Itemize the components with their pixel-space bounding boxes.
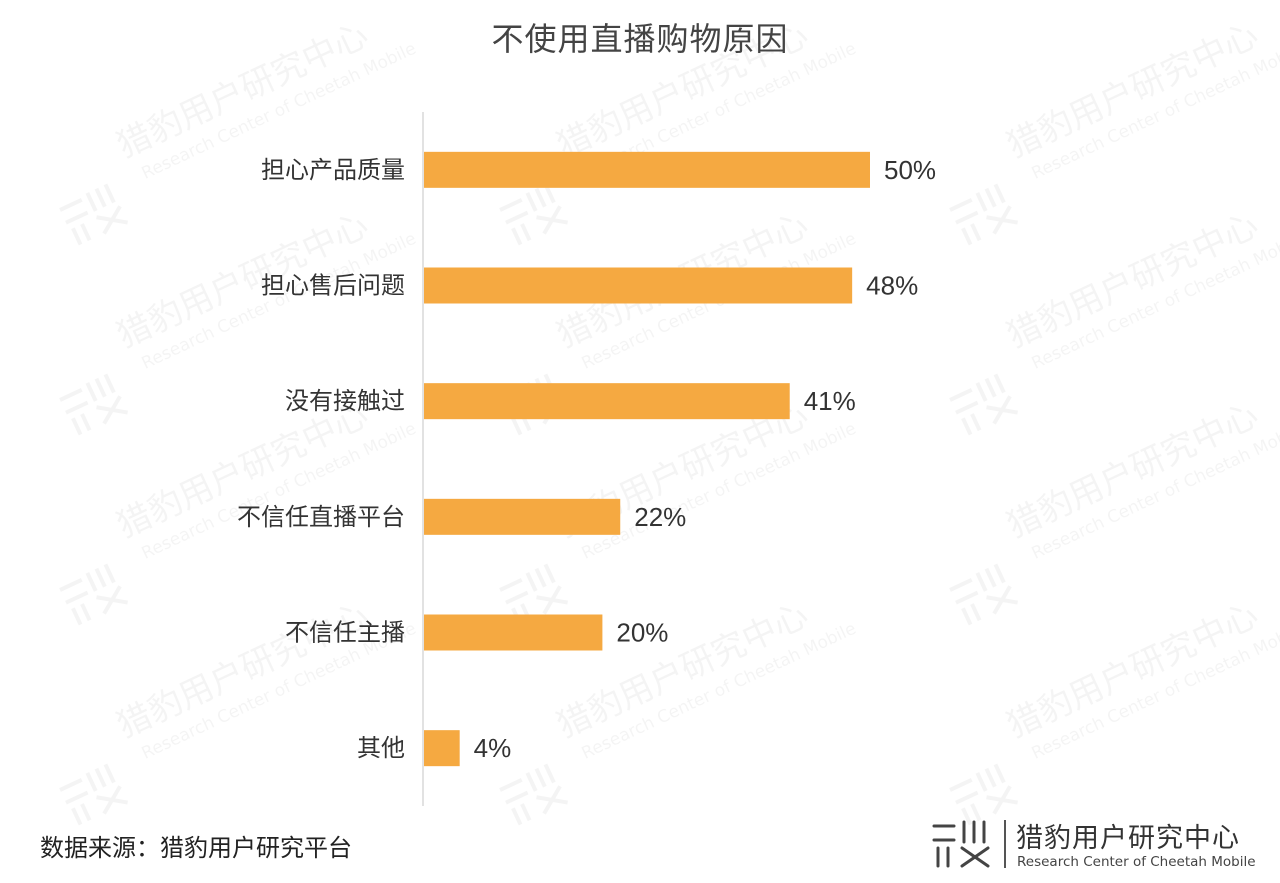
value-label: 41% (804, 386, 856, 416)
value-label: 50% (884, 155, 936, 185)
category-label: 不信任直播平台 (237, 503, 405, 531)
category-label: 担心售后问题 (261, 272, 405, 300)
brand-name: 猎豹用户研究中心 (1016, 823, 1240, 854)
bar (424, 498, 621, 535)
value-label: 48% (866, 271, 918, 301)
chart-title: 不使用直播购物原因 (491, 20, 789, 58)
cheetah-research-logo-icon (932, 820, 990, 868)
brand-divider (1004, 820, 1006, 868)
value-label: 22% (634, 502, 686, 532)
category-label: 不信任主播 (285, 619, 405, 647)
category-label: 担心产品质量 (261, 156, 405, 184)
category-label: 其他 (357, 734, 405, 762)
value-label: 20% (616, 618, 668, 648)
bar (424, 383, 790, 420)
data-source-note: 数据来源：猎豹用户研究平台 (40, 834, 352, 862)
value-label: 4% (474, 733, 512, 763)
bar (424, 730, 460, 767)
bar (424, 151, 870, 188)
bar (424, 267, 853, 304)
bar (424, 614, 603, 651)
brand-block: 猎豹用户研究中心 Research Center of Cheetah Mobi… (930, 816, 1270, 872)
brand-subtitle: Research Center of Cheetah Mobile (1017, 854, 1256, 870)
category-label: 没有接触过 (285, 387, 405, 415)
